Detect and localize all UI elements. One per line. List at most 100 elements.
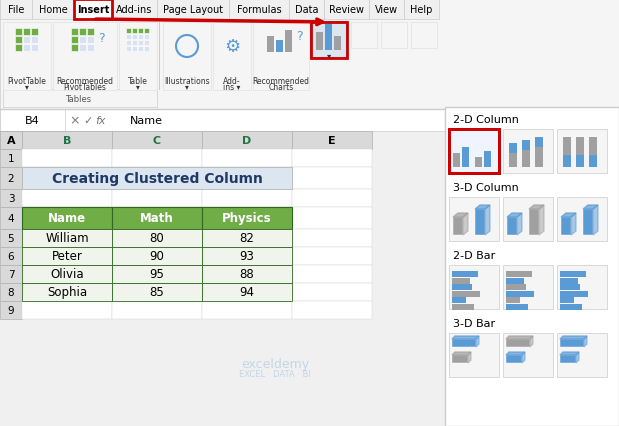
Bar [560,297,574,303]
Text: ×: × [70,114,80,127]
Bar [126,47,131,52]
Text: ▾: ▾ [136,82,140,91]
Text: 80: 80 [150,232,165,245]
Bar [449,265,499,309]
Bar [506,304,528,310]
Polygon shape [593,205,598,236]
Text: Formulas: Formulas [236,5,281,15]
Bar [202,301,292,319]
Bar [0,167,22,190]
Bar [22,190,112,207]
Bar [144,41,149,46]
Bar [503,198,553,242]
Bar [503,265,553,309]
Text: 4: 4 [7,213,14,224]
Bar [292,207,372,230]
Bar [484,152,491,167]
Bar [202,207,292,230]
Text: exceldemy: exceldemy [241,358,309,371]
Bar [22,230,112,248]
Bar [449,130,499,173]
Bar [560,355,576,363]
Bar [132,47,137,52]
Bar [560,339,584,347]
Bar [53,23,117,91]
Text: ?: ? [98,32,105,46]
Text: 1: 1 [7,154,14,164]
Bar [112,190,202,207]
Bar [535,148,543,167]
Bar [449,198,499,242]
Text: Math: Math [140,212,174,225]
Text: 95: 95 [150,268,165,281]
Bar [112,265,202,283]
Bar [22,150,112,167]
Bar [22,248,112,265]
Bar [561,218,571,236]
Polygon shape [560,352,579,355]
Bar [506,355,522,363]
Bar [324,0,369,20]
Text: Data: Data [295,5,318,15]
Text: 2-D Bar: 2-D Bar [453,250,495,260]
Bar [462,148,469,167]
Bar [507,218,517,236]
Text: 94: 94 [240,286,254,299]
Bar [229,0,289,20]
Bar [452,278,470,284]
Bar [475,210,485,236]
Bar [22,167,112,190]
Bar [23,45,30,52]
Bar [202,283,292,301]
Bar [0,248,22,265]
Bar [22,265,112,283]
Text: Physics: Physics [222,212,272,225]
Bar [119,23,157,91]
Polygon shape [576,352,579,363]
Bar [112,301,202,319]
Bar [560,271,586,277]
Polygon shape [539,205,544,236]
Bar [0,150,22,167]
Bar [112,0,157,20]
Bar [163,23,211,91]
Bar [0,265,22,283]
Text: ▾: ▾ [185,82,189,91]
Bar [557,265,607,309]
Text: View: View [375,5,398,15]
Bar [23,29,30,36]
Bar [509,154,517,167]
Text: B: B [63,136,71,146]
Bar [112,150,202,167]
Bar [522,151,530,167]
Bar [79,45,86,52]
Bar [202,265,292,283]
Polygon shape [560,336,587,339]
Bar [351,23,377,49]
Bar [112,283,202,301]
Bar [112,283,202,301]
Text: Name: Name [130,116,163,126]
Bar [404,0,439,20]
Bar [557,333,607,377]
Bar [71,29,78,36]
Bar [560,291,588,297]
Text: Recommended: Recommended [253,76,310,85]
Bar [112,207,202,230]
Bar [506,284,526,290]
Polygon shape [476,336,479,347]
Bar [112,230,202,248]
Bar [112,230,202,248]
Bar [289,0,324,20]
Bar [285,31,292,53]
Bar [138,29,143,34]
Bar [202,132,292,150]
Bar [74,0,112,20]
Text: Recommended: Recommended [56,76,113,85]
Bar [202,167,292,190]
Bar [15,45,22,52]
Text: 88: 88 [240,268,254,281]
Bar [144,29,149,34]
Text: C: C [153,136,161,146]
Bar [74,0,112,20]
